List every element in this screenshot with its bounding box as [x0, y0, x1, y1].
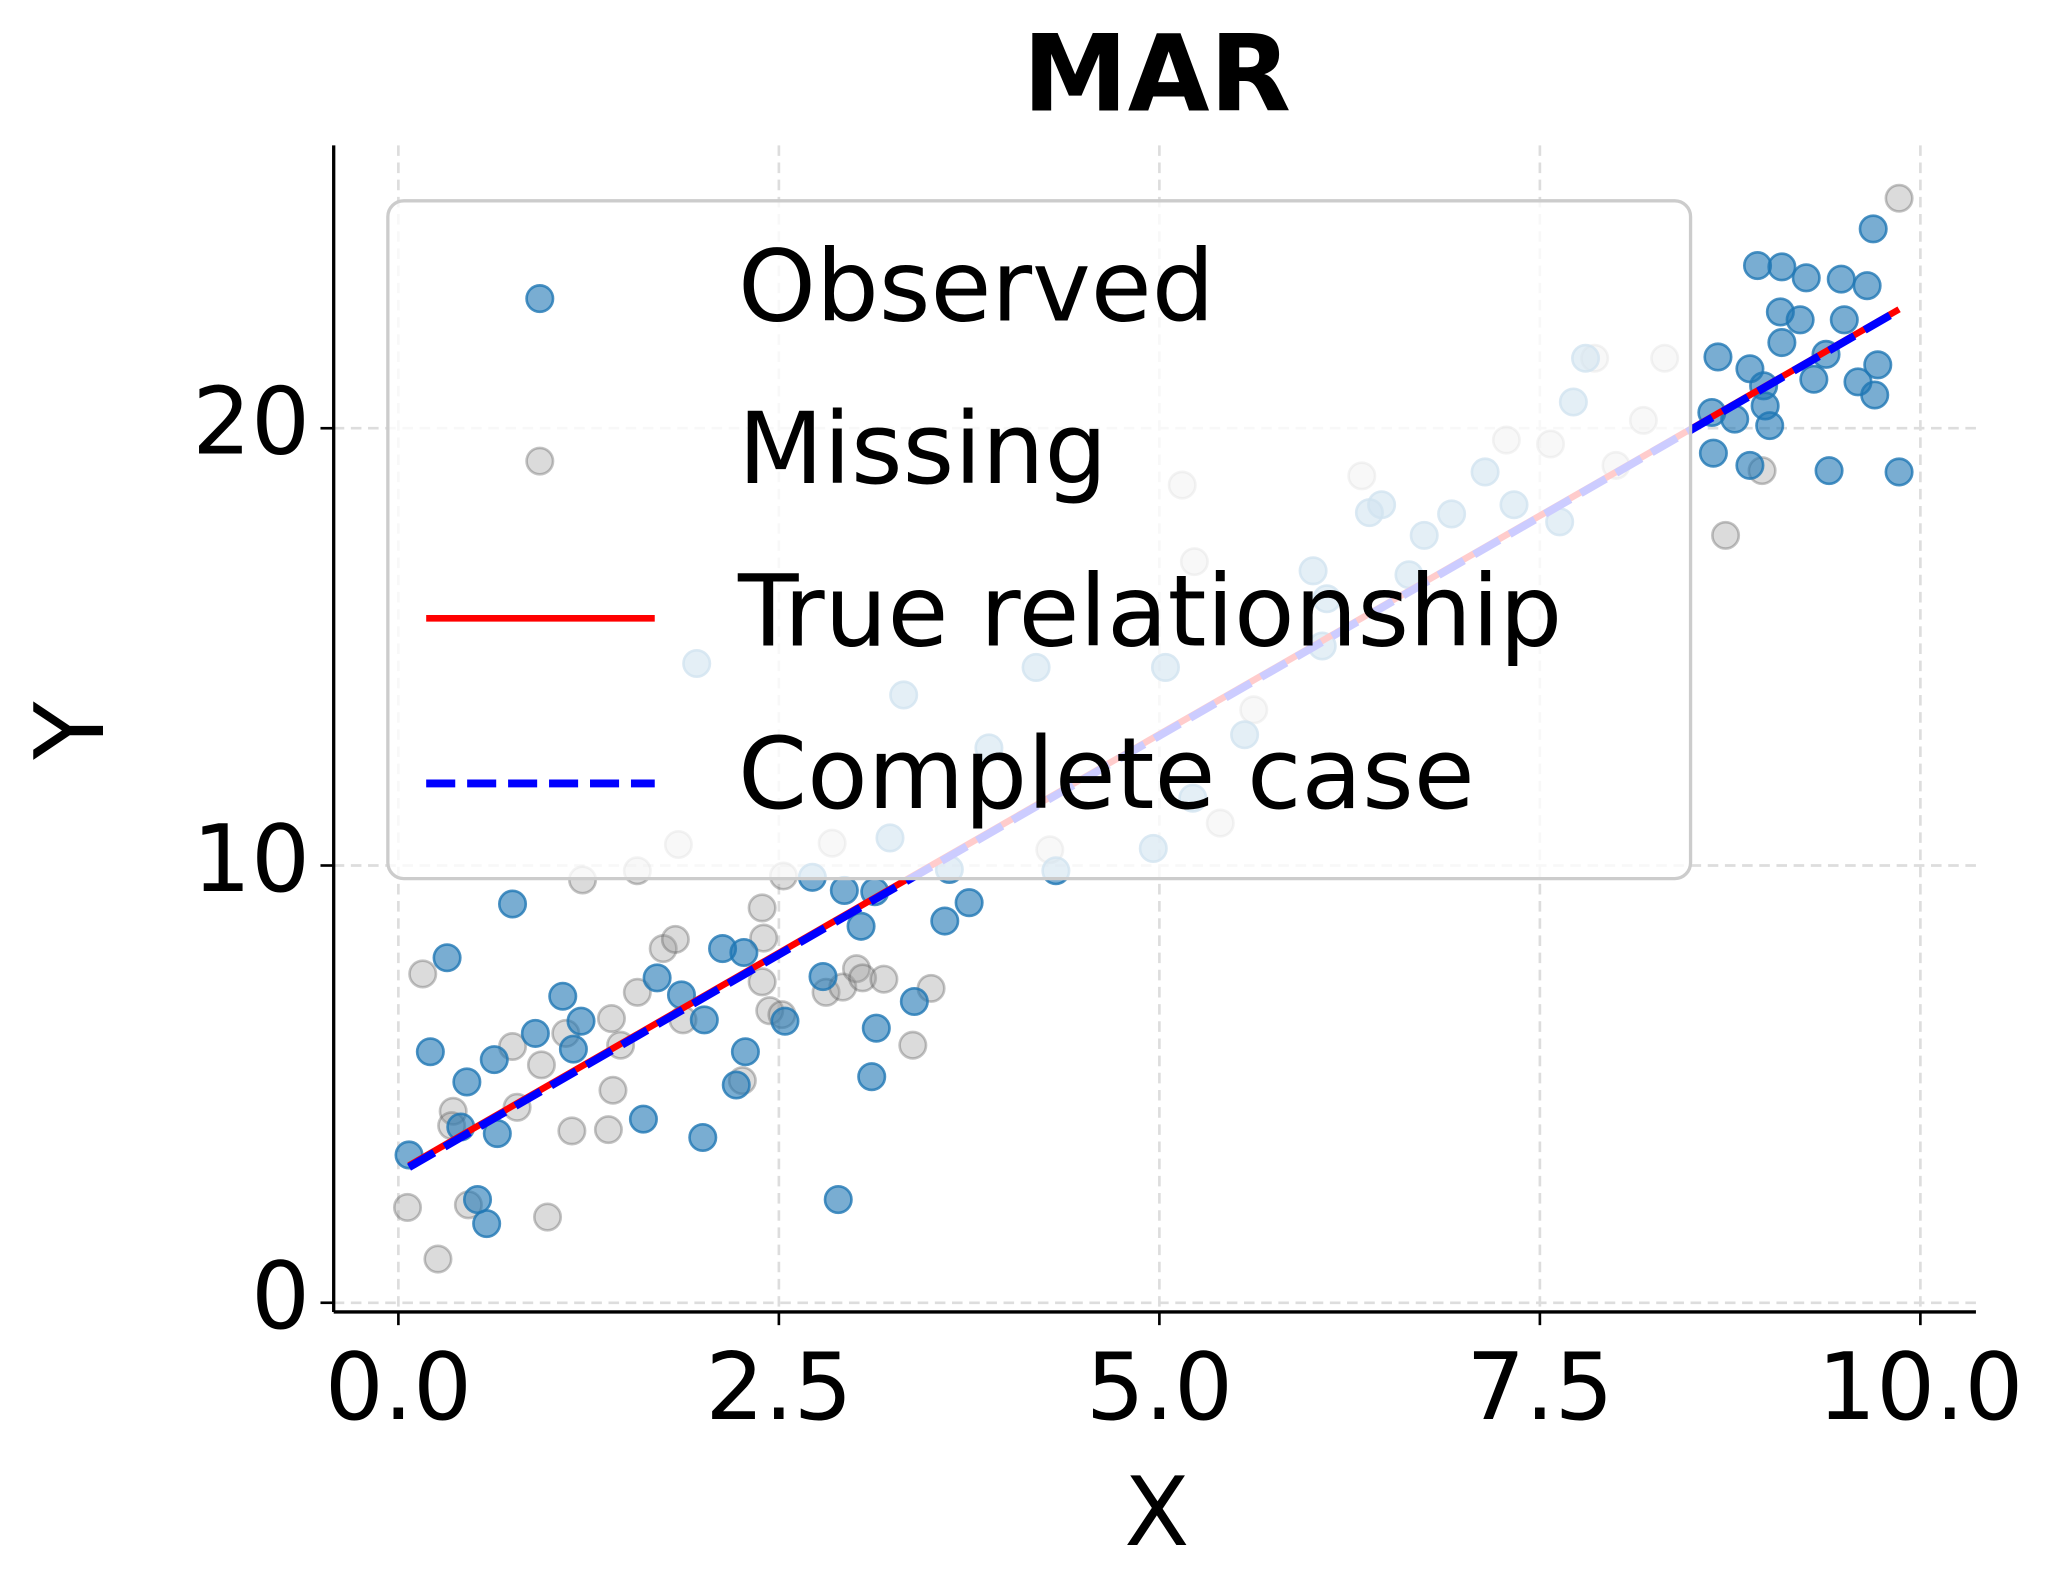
x-tick-label: 0.0: [325, 1333, 472, 1441]
point: [566, 1006, 596, 1036]
y-tick-label: 10: [192, 805, 310, 913]
legend-marker: [525, 446, 555, 476]
point: [1829, 305, 1859, 335]
point: [462, 1185, 493, 1215]
point: [1698, 438, 1728, 468]
point: [721, 1070, 751, 1100]
point: [1742, 251, 1773, 281]
point: [432, 943, 462, 973]
point: [526, 1050, 556, 1080]
point: [846, 911, 876, 941]
point: [660, 924, 690, 954]
legend-label: Complete case: [738, 717, 1475, 832]
point: [533, 1202, 563, 1232]
legend-box: [386, 199, 1693, 881]
point: [408, 959, 438, 989]
legend-label: True relationship: [737, 555, 1562, 670]
point: [770, 1006, 800, 1036]
point: [823, 1185, 853, 1215]
point: [1884, 457, 1914, 487]
point: [1884, 183, 1914, 213]
point: [392, 1192, 423, 1222]
y-tick-label: 20: [192, 368, 310, 476]
point: [829, 875, 859, 905]
legend: Observed Missing True relationship Complete…: [386, 199, 1693, 881]
point: [688, 1122, 718, 1153]
point: [1711, 520, 1741, 550]
point: [423, 1244, 453, 1274]
point: [869, 964, 899, 994]
x-tick-label: 10.0: [1817, 1333, 2023, 1441]
point: [841, 954, 872, 984]
legend-label: Missing: [738, 392, 1107, 507]
point: [596, 1004, 626, 1034]
legend-label: Observed: [738, 230, 1215, 345]
point: [857, 1062, 887, 1092]
chart-title: MAR: [1023, 13, 1291, 136]
point: [1735, 450, 1765, 480]
point: [479, 1045, 509, 1075]
point: [899, 986, 929, 1017]
point: [1703, 342, 1733, 372]
point: [628, 1104, 658, 1134]
point: [1767, 252, 1797, 282]
point: [1863, 350, 1893, 380]
x-axis-label: X: [1124, 1458, 1189, 1568]
y-tick-label: 0: [251, 1242, 310, 1350]
point: [689, 1005, 719, 1035]
point: [747, 893, 777, 923]
point: [954, 888, 984, 918]
point: [747, 967, 777, 997]
legend-marker: [525, 284, 555, 314]
point: [497, 889, 528, 919]
point: [622, 977, 652, 1007]
point: [749, 923, 779, 953]
point: [598, 1075, 628, 1105]
point: [642, 963, 672, 993]
point: [1858, 214, 1888, 244]
point: [648, 934, 678, 964]
point: [1852, 271, 1882, 301]
point: [1785, 305, 1815, 335]
x-tick-label: 2.5: [705, 1333, 852, 1441]
point: [548, 981, 578, 1011]
point: [558, 1034, 588, 1064]
point: [729, 937, 759, 968]
point: [1814, 456, 1844, 486]
point: [520, 1018, 550, 1048]
point: [848, 963, 878, 993]
point: [1791, 263, 1821, 293]
point: [1767, 328, 1797, 358]
point: [861, 1013, 891, 1043]
point: [730, 1037, 760, 1067]
point: [557, 1116, 587, 1146]
x-tick-label: 7.5: [1466, 1333, 1613, 1441]
point: [1799, 364, 1829, 394]
y-axis-label: Y: [16, 701, 126, 761]
x-tick-label: 5.0: [1086, 1333, 1233, 1441]
point: [1860, 380, 1890, 410]
point: [452, 1067, 482, 1097]
point: [898, 1030, 928, 1060]
point: [1826, 264, 1856, 294]
point: [808, 962, 838, 992]
point: [472, 1209, 502, 1239]
point: [930, 906, 960, 936]
point: [593, 1115, 623, 1145]
point: [415, 1037, 445, 1067]
point: [1755, 411, 1785, 441]
